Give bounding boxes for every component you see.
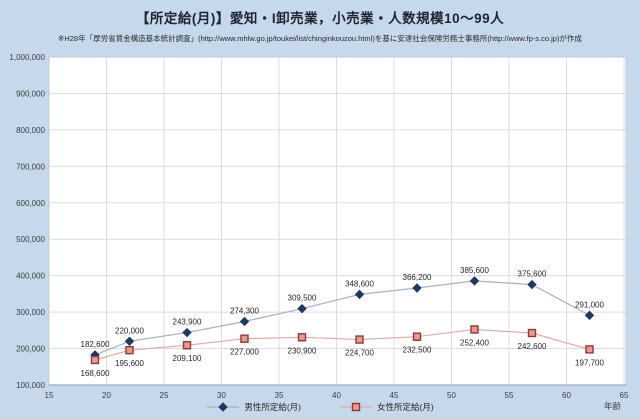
svg-text:500,000: 500,000 (16, 235, 45, 244)
svg-text:200,000: 200,000 (16, 345, 45, 354)
svg-text:291,000: 291,000 (575, 300, 604, 309)
svg-text:274,300: 274,300 (230, 306, 259, 315)
svg-text:168,600: 168,600 (81, 369, 110, 378)
chart-legend: 男性所定給(月) 女性所定給(月) (0, 401, 640, 413)
svg-text:1,000,000: 1,000,000 (9, 53, 45, 62)
svg-text:400,000: 400,000 (16, 272, 45, 281)
svg-text:220,000: 220,000 (115, 326, 144, 335)
svg-text:15: 15 (45, 391, 54, 400)
svg-text:800,000: 800,000 (16, 126, 45, 135)
svg-text:243,900: 243,900 (173, 318, 202, 327)
female-series-line-marker-icon (340, 402, 372, 412)
svg-text:65: 65 (620, 391, 629, 400)
svg-text:40: 40 (332, 391, 341, 400)
svg-text:195,600: 195,600 (115, 359, 144, 368)
chart-title: 【所定給(月)】愛知・I卸売業，小売業・人数規模10〜99人 (135, 11, 505, 26)
legend-item-male: 男性所定給(月) (206, 401, 301, 413)
svg-text:197,700: 197,700 (575, 358, 604, 367)
svg-text:55: 55 (505, 391, 514, 400)
svg-text:35: 35 (275, 391, 284, 400)
svg-text:25: 25 (160, 391, 169, 400)
svg-text:20: 20 (102, 391, 111, 400)
chart-subtitle: ※H28年「厚労省賃金構造基本統計調査」(http://www.mhlw.go.… (58, 34, 582, 43)
svg-text:700,000: 700,000 (16, 162, 45, 171)
svg-text:209,100: 209,100 (173, 354, 202, 363)
svg-text:385,600: 385,600 (460, 266, 489, 275)
svg-text:348,600: 348,600 (345, 279, 374, 288)
svg-text:900,000: 900,000 (16, 89, 45, 98)
svg-text:600,000: 600,000 (16, 199, 45, 208)
svg-text:230,900: 230,900 (288, 346, 317, 355)
svg-text:30: 30 (217, 391, 226, 400)
legend-item-female: 女性所定給(月) (339, 401, 434, 413)
legend-label-female: 女性所定給(月) (377, 402, 434, 412)
svg-text:45: 45 (390, 391, 399, 400)
svg-text:242,600: 242,600 (518, 342, 547, 351)
svg-text:224,700: 224,700 (345, 349, 374, 358)
svg-text:100,000: 100,000 (16, 381, 45, 390)
svg-text:252,400: 252,400 (460, 338, 489, 347)
svg-text:309,500: 309,500 (288, 294, 317, 303)
svg-text:50: 50 (447, 391, 456, 400)
legend-label-male: 男性所定給(月) (244, 402, 301, 412)
svg-text:60: 60 (562, 391, 571, 400)
male-series-line-marker-icon (207, 402, 240, 412)
svg-text:366,200: 366,200 (403, 273, 432, 282)
svg-text:227,000: 227,000 (230, 348, 259, 357)
svg-text:300,000: 300,000 (16, 308, 45, 317)
svg-text:182,600: 182,600 (81, 340, 110, 349)
svg-text:232,500: 232,500 (403, 346, 432, 355)
x-axis-unit-label: 年齢 (604, 401, 622, 411)
svg-text:375,600: 375,600 (518, 270, 547, 279)
